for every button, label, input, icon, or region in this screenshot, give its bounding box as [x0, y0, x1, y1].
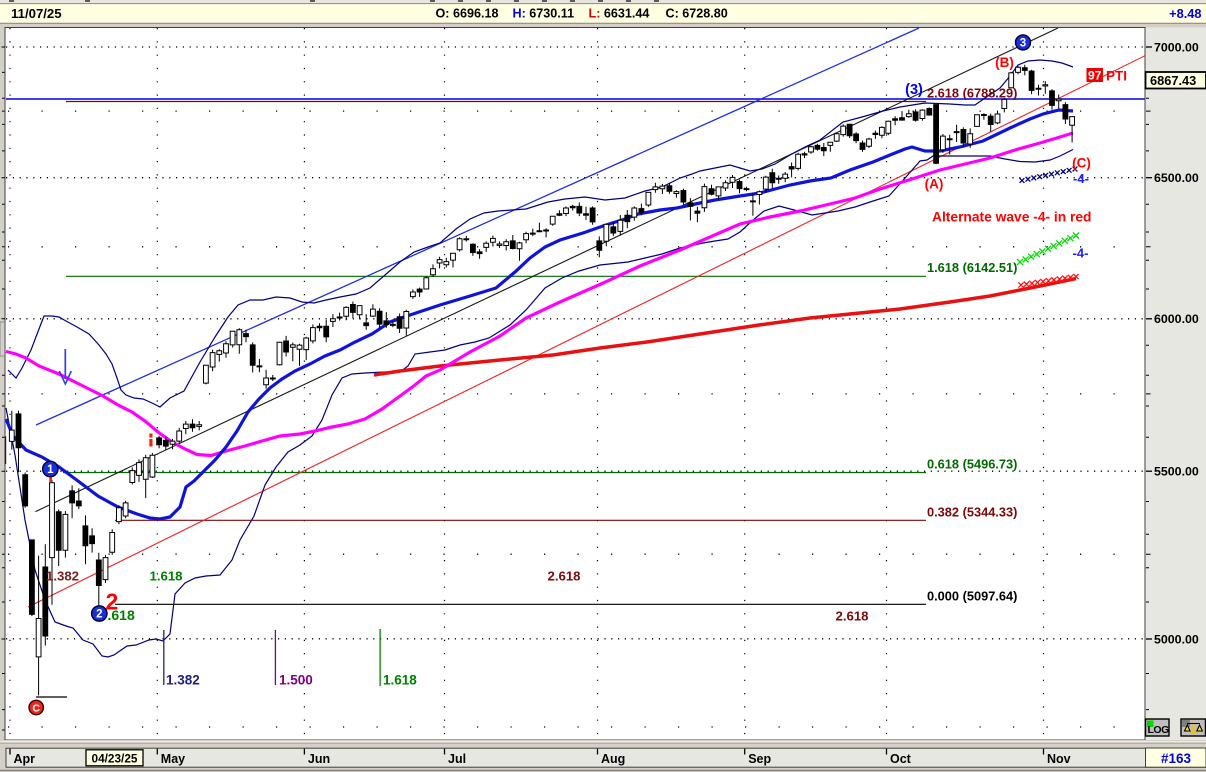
svg-text:PTI: PTI	[1106, 69, 1127, 84]
svg-text:C: 6728.80: C: 6728.80	[666, 7, 728, 21]
svg-text:1.618: 1.618	[150, 569, 183, 584]
svg-text:0.618 (5496.73): 0.618 (5496.73)	[927, 457, 1017, 472]
svg-text:2.618: 2.618	[836, 609, 869, 624]
svg-text:6000.00: 6000.00	[1154, 312, 1199, 326]
svg-text:2.618 (6788.29): 2.618 (6788.29)	[927, 85, 1017, 100]
svg-text:04/23/25: 04/23/25	[92, 752, 138, 766]
svg-text:Nov: Nov	[1047, 752, 1071, 766]
svg-text:+8.48: +8.48	[1169, 6, 1201, 21]
svg-text:H: 6730.11: H: 6730.11	[513, 7, 575, 21]
svg-text:6500.00: 6500.00	[1154, 171, 1199, 185]
svg-text:6867.43: 6867.43	[1150, 73, 1196, 88]
svg-text:Oct: Oct	[890, 752, 912, 766]
svg-text:11/07/25: 11/07/25	[11, 6, 62, 21]
svg-text:3: 3	[1020, 38, 1026, 50]
svg-text:2: 2	[96, 609, 102, 621]
svg-text:-4-: -4-	[1073, 171, 1089, 186]
svg-text:Jun: Jun	[308, 752, 330, 766]
svg-text:5000.00: 5000.00	[1154, 632, 1199, 646]
svg-text:1.618 (6142.51): 1.618 (6142.51)	[927, 260, 1017, 275]
svg-text:2: 2	[106, 589, 119, 615]
svg-text:1: 1	[47, 464, 54, 476]
svg-text:LOG: LOG	[1148, 724, 1170, 736]
svg-text:(B): (B)	[995, 55, 1014, 70]
svg-text:1.500: 1.500	[279, 673, 313, 688]
svg-text:97: 97	[1088, 68, 1102, 82]
svg-text:O: 6696.18: O: 6696.18	[436, 7, 499, 21]
svg-text:May: May	[161, 752, 185, 766]
svg-text:L: 6631.44: L: 6631.44	[589, 7, 650, 21]
svg-text:7000.00: 7000.00	[1154, 40, 1199, 54]
svg-text:Apr: Apr	[14, 752, 36, 766]
svg-text:Sep: Sep	[748, 752, 771, 766]
svg-text:1.618: 1.618	[383, 673, 417, 688]
svg-text:2.618: 2.618	[548, 569, 581, 584]
svg-text:0.382 (5344.33): 0.382 (5344.33)	[927, 504, 1017, 519]
svg-text:Jul: Jul	[448, 752, 466, 766]
svg-text:0.000 (5097.64): 0.000 (5097.64)	[927, 588, 1017, 603]
svg-text:1.382: 1.382	[46, 569, 79, 584]
svg-text:-4-: -4-	[1073, 246, 1089, 261]
svg-text:Alternate wave -4- in red: Alternate wave -4- in red	[932, 210, 1091, 225]
svg-text:Aug: Aug	[601, 752, 625, 766]
svg-text:C: C	[32, 702, 40, 714]
svg-text:#163: #163	[1161, 751, 1192, 766]
svg-text:1.382: 1.382	[166, 673, 200, 688]
svg-text:(C): (C)	[1072, 156, 1091, 171]
svg-text:(3): (3)	[905, 82, 923, 98]
svg-text:(A): (A)	[925, 177, 944, 192]
svg-text:.618: .618	[108, 607, 135, 623]
svg-text:5500.00: 5500.00	[1154, 465, 1199, 479]
